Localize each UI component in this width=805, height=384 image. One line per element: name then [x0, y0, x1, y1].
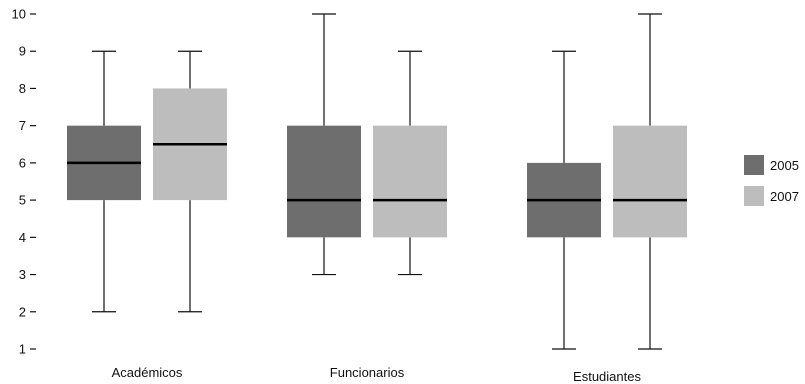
box-2007-2	[613, 13, 687, 350]
y-tick-label: 1	[19, 342, 26, 357]
y-tick-label: 9	[19, 44, 26, 59]
box-iqr	[613, 125, 687, 238]
box-2005-2	[527, 50, 601, 350]
category-label: Académicos	[112, 365, 183, 380]
y-tick-label: 4	[19, 230, 26, 245]
plot-area	[67, 13, 687, 350]
y-tick-label: 6	[19, 155, 26, 170]
legend: 2005 2007	[744, 155, 799, 206]
box-2007-1	[373, 50, 447, 276]
legend-label: 2007	[770, 189, 799, 204]
category-label: Funcionarios	[330, 365, 405, 380]
y-tick-label: 2	[19, 304, 26, 319]
y-tick-label: 10	[12, 7, 26, 22]
box-2007-0	[153, 50, 227, 313]
box-iqr	[287, 125, 361, 238]
category-label: Estudiantes	[573, 369, 641, 384]
legend-swatch-2007	[744, 186, 764, 206]
box-2005-1	[287, 13, 361, 276]
box-2005-0	[67, 50, 141, 313]
y-tick-label: 7	[19, 118, 26, 133]
y-tick-label: 3	[19, 267, 26, 282]
category-labels: Académicos Funcionarios Estudiantes	[112, 365, 642, 384]
legend-swatch-2005	[744, 155, 764, 175]
y-axis: 1 2 3 4 5 6 7 8 9 10	[12, 7, 36, 357]
box-iqr	[373, 125, 447, 238]
legend-label: 2005	[770, 158, 799, 173]
y-tick-label: 5	[19, 193, 26, 208]
y-tick-label: 8	[19, 81, 26, 96]
